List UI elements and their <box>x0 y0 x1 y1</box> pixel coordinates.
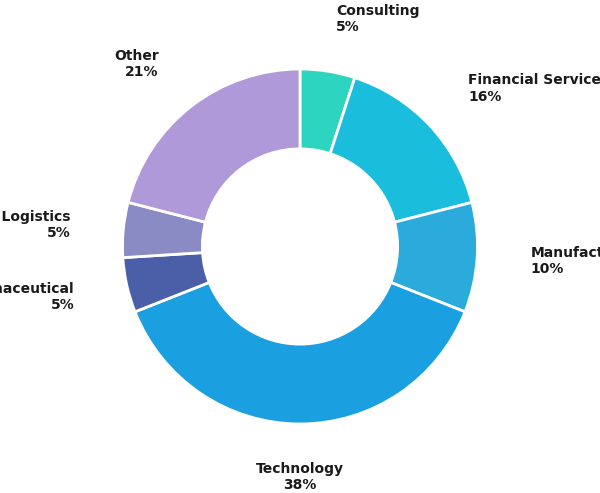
Wedge shape <box>123 252 209 312</box>
Wedge shape <box>122 202 205 258</box>
Wedge shape <box>300 69 355 154</box>
Text: Consulting
5%: Consulting 5% <box>336 3 419 34</box>
Text: Other
21%: Other 21% <box>114 49 158 79</box>
Text: Financial Services
16%: Financial Services 16% <box>468 73 600 104</box>
Text: Manufacturing
10%: Manufacturing 10% <box>530 246 600 276</box>
Text: Transport / Logistics
5%: Transport / Logistics 5% <box>0 210 70 240</box>
Wedge shape <box>391 202 478 312</box>
Wedge shape <box>128 69 300 222</box>
Wedge shape <box>135 282 465 424</box>
Text: Pharmaceutical
5%: Pharmaceutical 5% <box>0 282 75 312</box>
Wedge shape <box>330 78 472 222</box>
Text: Technology
38%: Technology 38% <box>256 462 344 493</box>
